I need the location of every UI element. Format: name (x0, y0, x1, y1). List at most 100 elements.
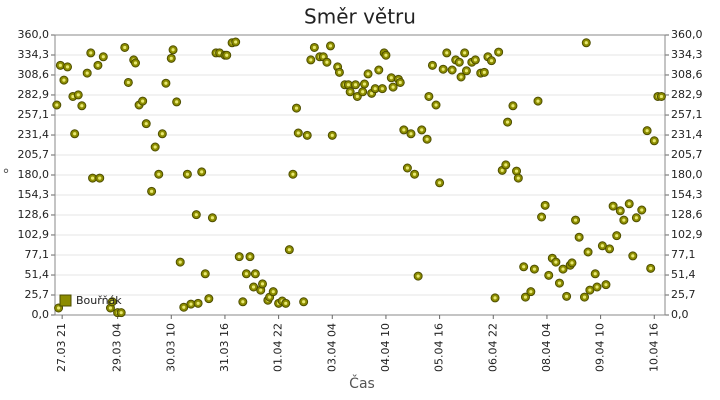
y-tick-label: 180,0 (18, 168, 50, 181)
point-highlight (160, 132, 164, 136)
point-highlight (305, 133, 309, 137)
point-highlight (287, 248, 291, 252)
point-highlight (405, 166, 410, 170)
point-highlight (251, 285, 256, 289)
y2-tick-label: 77,1 (671, 248, 696, 261)
point-highlight (157, 172, 161, 176)
point-highlight (425, 137, 429, 141)
point-highlight (149, 189, 154, 193)
y-tick-label: 308,6 (18, 68, 50, 81)
point-highlight (434, 103, 438, 107)
y2-tick-label: 154,3 (671, 188, 703, 201)
point-highlight (536, 99, 540, 103)
point-highlight (260, 282, 265, 286)
point-highlight (586, 250, 590, 254)
point-highlight (500, 168, 504, 172)
point-highlight (325, 60, 329, 64)
point-highlight (271, 290, 275, 294)
y-axis-label: ° (3, 167, 10, 183)
point-highlight (557, 281, 562, 285)
point-highlight (348, 90, 352, 94)
point-highlight (389, 76, 393, 80)
point-highlight (514, 169, 519, 173)
point-highlight (108, 306, 113, 310)
point-highlight (302, 300, 306, 304)
point-highlight (370, 91, 374, 95)
point-highlight (430, 63, 435, 67)
point-highlight (98, 176, 102, 180)
point-highlight (565, 294, 569, 298)
x-tick-label: 04.04 10 (379, 323, 392, 372)
point-highlight (268, 295, 272, 299)
x-tick-label: 29.03 04 (111, 323, 124, 372)
point-highlight (141, 99, 145, 103)
y-tick-label: 231,4 (18, 128, 50, 141)
point-highlight (169, 56, 173, 60)
point-highlight (194, 213, 198, 217)
x-axis-label: Čas (349, 374, 375, 392)
point-highlight (200, 170, 204, 174)
point-highlight (416, 274, 420, 278)
point-highlight (457, 60, 461, 64)
point-highlight (588, 288, 592, 292)
point-highlight (438, 181, 442, 185)
point-highlight (337, 70, 342, 74)
point-highlight (441, 67, 445, 71)
point-highlight (615, 234, 619, 238)
y-tick-label: 334,3 (18, 48, 50, 61)
point-highlight (182, 305, 186, 309)
x-tick-label: 30.03 10 (164, 323, 177, 372)
point-highlight (55, 103, 59, 107)
y-tick-label: 128,6 (18, 208, 50, 221)
point-highlight (645, 129, 649, 133)
y2-tick-label: 25,7 (671, 288, 696, 301)
point-highlight (225, 53, 229, 57)
point-highlight (164, 81, 168, 85)
point-highlight (328, 44, 333, 48)
point-highlight (321, 55, 325, 59)
y-tick-label: 360,0 (18, 28, 50, 41)
point-highlight (296, 131, 300, 135)
point-highlight (377, 68, 381, 72)
point-highlight (178, 260, 182, 264)
y-tick-label: 282,9 (18, 88, 50, 101)
point-highlight (489, 59, 494, 63)
y2-tick-label: 128,6 (671, 208, 703, 221)
point-highlight (355, 94, 359, 99)
point-highlight (284, 301, 288, 305)
chart-title: Směr větru (304, 5, 416, 29)
point-highlight (384, 53, 388, 57)
point-highlight (73, 132, 77, 136)
x-tick-label: 27.03 21 (55, 323, 68, 372)
point-highlight (652, 139, 656, 143)
y2-tick-label: 51,4 (671, 268, 696, 281)
point-highlight (185, 172, 189, 176)
point-highlight (244, 272, 249, 276)
point-highlight (353, 83, 358, 87)
point-highlight (522, 265, 526, 269)
point-highlight (532, 267, 537, 271)
point-highlight (80, 104, 84, 108)
point-highlight (175, 100, 179, 104)
point-highlight (543, 203, 547, 207)
point-highlight (640, 208, 644, 212)
y-tick-label: 257,1 (18, 108, 50, 121)
point-highlight (253, 272, 257, 276)
point-highlight (85, 71, 89, 75)
legend-label: Bouřňák (76, 294, 122, 307)
legend-swatch (59, 294, 72, 307)
y2-tick-label: 308,6 (671, 68, 703, 81)
point-highlight (171, 48, 175, 52)
y-tick-label: 51,4 (25, 268, 50, 281)
point-highlight (312, 45, 316, 50)
point-highlight (593, 272, 597, 276)
point-highlight (398, 80, 402, 85)
y-tick-label: 25,7 (25, 288, 50, 301)
y2-tick-label: 360,0 (671, 28, 703, 41)
point-highlight (241, 300, 245, 304)
point-highlight (58, 63, 62, 67)
point-highlight (402, 128, 406, 132)
point-highlight (153, 145, 157, 149)
point-highlight (96, 63, 100, 67)
point-highlight (547, 273, 551, 277)
